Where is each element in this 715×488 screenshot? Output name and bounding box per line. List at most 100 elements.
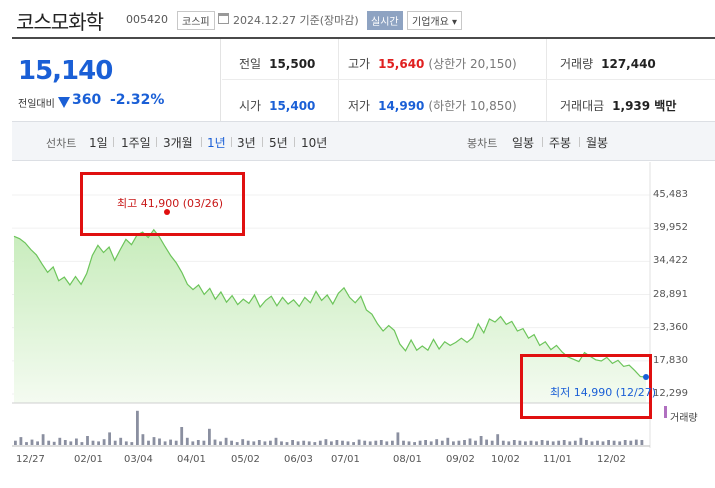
x-tick: 05/02 — [231, 454, 260, 465]
base-date: 2024.12.27 기준(장마감) — [233, 14, 359, 27]
down-arrow-icon — [58, 97, 70, 108]
calendar-icon — [218, 13, 229, 24]
y-tick: 45,483 — [653, 189, 688, 200]
period-divider — [294, 137, 295, 147]
period-5y[interactable]: 5년 — [269, 136, 288, 150]
y-tick: 28,891 — [653, 289, 688, 300]
volume-bar — [274, 437, 278, 445]
volume-bar — [529, 440, 533, 445]
stock-code: 005420 — [126, 13, 168, 26]
volume-bar — [196, 440, 200, 445]
x-tick: 10/02 — [491, 454, 520, 465]
volume-bar — [219, 441, 222, 445]
period-1d[interactable]: 1일 — [89, 136, 108, 150]
volume-bar — [257, 440, 261, 445]
volume-bar — [36, 441, 39, 445]
volume-bar — [546, 440, 549, 445]
candle-weekly[interactable]: 주봉 — [549, 136, 572, 150]
period-1w[interactable]: 1주일 — [121, 136, 151, 150]
volume-bar — [19, 437, 23, 445]
volume-bar — [579, 437, 583, 445]
volume-bar — [230, 440, 233, 445]
volume-bar — [163, 441, 167, 445]
y-tick: 39,952 — [653, 222, 688, 233]
volume-bar — [136, 410, 139, 445]
volume-bar — [285, 442, 289, 445]
volume-bar — [69, 441, 73, 445]
volume-bar — [224, 437, 228, 445]
realtime-button[interactable]: 실시간 — [367, 11, 403, 30]
stat-volume: 거래량 127,440 — [560, 57, 656, 71]
stock-name: 코스모화학 — [16, 10, 104, 34]
price-chart[interactable] — [0, 162, 715, 488]
volume-bar — [296, 441, 300, 445]
volume-bar — [357, 439, 361, 445]
volume-bar — [313, 442, 317, 445]
volume-bar — [330, 441, 333, 445]
volume-bar — [573, 440, 577, 445]
volume-bar — [474, 440, 477, 445]
volume-bar — [102, 439, 106, 445]
price-stats: 전일 15,500 고가 15,640 (상한가 20,150) 거래량 127,440… — [222, 39, 715, 121]
volume-bar — [335, 440, 339, 445]
y-tick: 34,422 — [653, 255, 688, 266]
x-tick: 08/01 — [393, 454, 422, 465]
stock-header: 코스모화학 005420 코스피 2024.12.27 기준(장마감) 실시간 … — [0, 0, 715, 38]
period-10y[interactable]: 10년 — [301, 136, 328, 150]
volume-bar — [457, 440, 461, 445]
volume-bar — [512, 440, 516, 445]
volume-bar — [91, 440, 95, 445]
current-price-panel: 15,140 전일대비 360 -2.32% — [12, 39, 221, 121]
volume-bar — [490, 440, 494, 445]
volume-bar — [452, 441, 455, 445]
volume-bar — [119, 437, 123, 445]
x-tick: 04/01 — [177, 454, 206, 465]
volume-bar — [141, 434, 145, 445]
x-tick: 11/01 — [543, 454, 572, 465]
stat-low: 저가 14,990 (하한가 10,850) — [348, 99, 517, 113]
change-value: 360 — [72, 92, 102, 108]
volume-bar — [391, 440, 394, 445]
market-badge: 코스피 — [177, 11, 215, 30]
volume-bar — [440, 440, 444, 445]
volume-bar — [379, 440, 383, 445]
header-divider — [12, 37, 715, 39]
volume-bar — [25, 442, 28, 445]
candle-monthly[interactable]: 월봉 — [586, 136, 609, 150]
volume-bar — [241, 439, 245, 445]
company-info-dropdown[interactable]: 기업개요 ▾ — [407, 11, 462, 30]
x-tick: 06/03 — [284, 454, 313, 465]
volume-bar — [618, 441, 622, 445]
volume-bar — [496, 434, 500, 445]
volume-bar — [280, 441, 283, 445]
volume-bar — [590, 441, 594, 445]
low-marker — [643, 374, 649, 380]
period-3m[interactable]: 3개월 — [163, 136, 193, 150]
volume-bar — [252, 441, 256, 445]
volume-bar — [640, 440, 644, 445]
volume-bar — [130, 442, 134, 445]
volume-bar — [213, 439, 217, 445]
high-marker — [164, 209, 170, 215]
period-toolbar: 선차트 1일 1주일 3개월 1년 3년 5년 10년 봉차트 일봉 주봉 월봉 — [12, 121, 715, 161]
period-1y[interactable]: 1년 — [207, 136, 226, 150]
volume-bar — [407, 441, 411, 445]
y-tick: 23,360 — [653, 322, 688, 333]
volume-bar — [307, 441, 311, 445]
volume-bar — [396, 432, 400, 445]
volume-bar — [208, 428, 211, 445]
volume-bar — [180, 427, 184, 445]
volume-bar — [86, 436, 89, 445]
volume-bar — [30, 439, 34, 445]
period-divider — [262, 137, 263, 147]
volume-bar — [113, 440, 117, 445]
candle-daily[interactable]: 일봉 — [512, 136, 535, 150]
x-tick: 07/01 — [331, 454, 360, 465]
volume-bar — [424, 440, 427, 445]
volume-legend-swatch — [664, 406, 667, 418]
volume-bar — [479, 436, 483, 445]
period-3y[interactable]: 3년 — [237, 136, 256, 150]
volume-bar — [551, 441, 555, 445]
period-divider — [113, 137, 114, 147]
volume-bar — [507, 441, 511, 445]
